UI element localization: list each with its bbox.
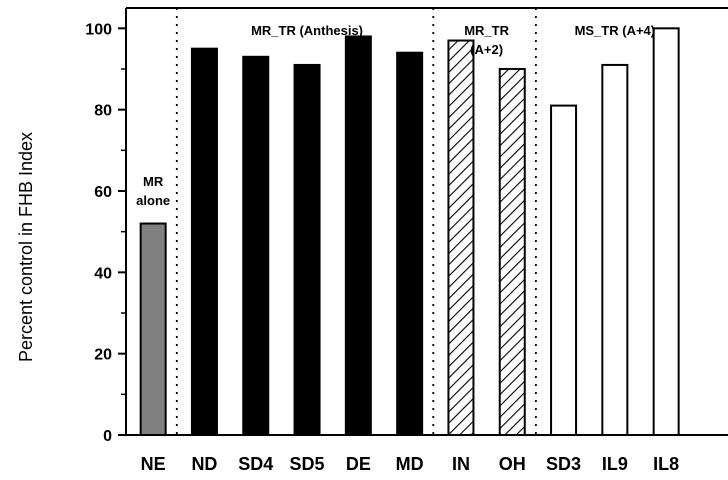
group-labels: MR alone MR_TR (Anthesis) MR_TR (A+2) MS_TR (… [136,23,655,208]
category-label: SD3 [546,454,581,474]
category-label: IL9 [602,454,628,474]
category-label: ND [191,454,217,474]
category-label: MD [396,454,424,474]
y-tick-label: 80 [94,103,112,120]
category-label: IN [452,454,470,474]
category-label: OH [499,454,526,474]
bar-in [447,39,475,437]
bar-sd3 [550,104,578,436]
y-tick-label: 100 [85,21,112,38]
bar-oh [498,68,526,436]
group-label: MS_TR (A+4) [575,23,656,38]
category-label: SD5 [290,454,325,474]
bars [139,27,680,437]
group-label: (A+2) [470,42,503,57]
bar-nd [190,47,218,437]
bar-il9 [601,63,629,437]
group-label: alone [136,193,170,208]
group-label: MR [143,174,164,189]
bar-il8 [652,27,680,436]
bar-ne [139,222,167,436]
y-axis-title: Percent control in FHB Index [16,132,36,362]
axes: 0 20 40 60 80 100 [85,7,728,445]
category-labels: NE ND SD4 SD5 DE MD IN OH SD3 IL9 IL8 [141,454,680,474]
y-tick-label: 60 [94,184,112,201]
y-tick-label: 20 [94,347,112,364]
category-label: NE [141,454,166,474]
category-label: IL8 [653,454,679,474]
group-label: MR_TR (Anthesis) [251,23,363,38]
bar-sd5 [293,63,321,437]
bar-sd4 [242,55,270,437]
bar-md [396,51,424,436]
y-tick-label: 0 [103,428,112,445]
y-tick-label: 40 [94,265,112,282]
category-label: DE [346,454,371,474]
group-label: MR_TR [464,23,509,38]
bar-de [344,35,372,436]
category-label: SD4 [238,454,273,474]
